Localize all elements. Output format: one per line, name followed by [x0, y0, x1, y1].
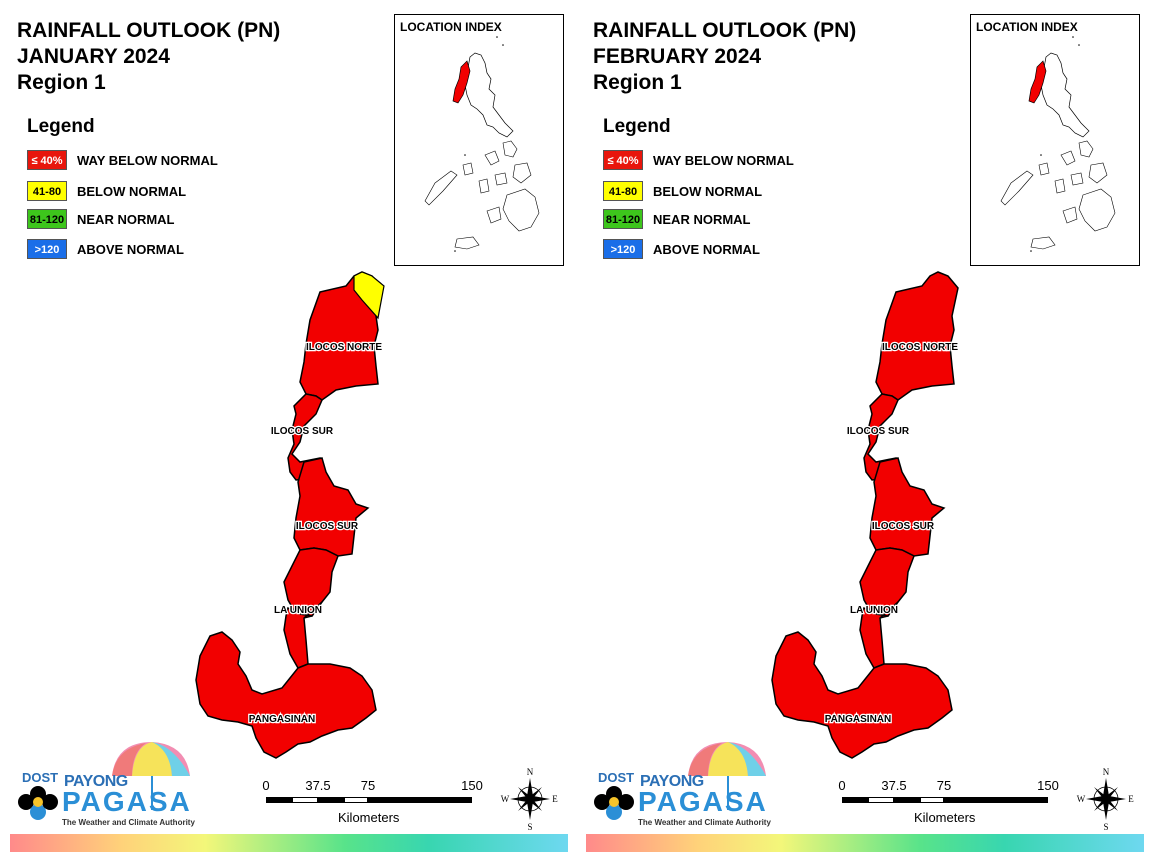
scale-tick: 150	[461, 778, 483, 793]
svg-text:E: E	[552, 794, 558, 804]
logo-tagline: The Weather and Climate Authority	[62, 818, 195, 827]
title-line-3: Region 1	[593, 71, 682, 94]
scale-tick: 0	[838, 778, 846, 793]
svg-text:E: E	[1128, 794, 1134, 804]
svg-text:N: N	[1103, 767, 1110, 777]
legend-label: BELOW NORMAL	[77, 184, 187, 199]
region-1-rainfall-map: ILOCOS NORTE ILOCOS SUR ILOCOS SUR LA UN…	[195, 271, 385, 759]
province-pangasinan	[195, 631, 377, 759]
legend-swatch: ≤ 40%	[603, 150, 643, 170]
scale-bar: 0 37.5 75 150 Kilometers	[838, 778, 1062, 828]
logo-payong-text: PAYONG	[640, 773, 704, 790]
province-label-ilocos-sur-2: ILOCOS SUR	[296, 521, 359, 532]
legend-swatch: ≤ 40%	[27, 150, 67, 170]
legend-label: NEAR NORMAL	[653, 212, 751, 227]
province-ilocos-sur	[869, 457, 946, 557]
compass-rose-icon: N S W E	[500, 766, 560, 832]
province-label-ilocos-norte: ILOCOS NORTE	[882, 342, 958, 353]
logo-payong-text: PAYONG	[64, 773, 128, 790]
scale-unit-label: Kilometers	[914, 810, 976, 825]
location-index-inset: LOCATION INDEX	[394, 14, 564, 266]
title-line-1: RAINFALL OUTLOOK (PN)	[17, 19, 281, 42]
footer-gradient-bar	[10, 834, 568, 852]
province-label-ilocos-sur-2: ILOCOS SUR	[872, 521, 935, 532]
scale-bar: 0 37.5 75 150 Kilometers	[262, 778, 486, 828]
title-line-3: Region 1	[17, 71, 106, 94]
scale-unit-label: Kilometers	[338, 810, 400, 825]
scale-tick: 150	[1037, 778, 1059, 793]
legend-swatch: 81-120	[27, 209, 67, 229]
legend-title: Legend	[603, 116, 671, 137]
map-title: RAINFALL OUTLOOK (PN) JANUARY 2024 Regio…	[17, 18, 280, 96]
svg-text:S: S	[1103, 822, 1108, 832]
legend-label: ABOVE NORMAL	[77, 242, 184, 257]
svg-text:W: W	[1077, 794, 1086, 804]
title-line-2: JANUARY 2024	[17, 45, 170, 68]
legend-label: ABOVE NORMAL	[653, 242, 760, 257]
scale-tick: 37.5	[881, 778, 907, 793]
title-line-1: RAINFALL OUTLOOK (PN)	[593, 19, 857, 42]
province-ilocos-norte	[875, 271, 959, 401]
scale-tick: 75	[936, 778, 952, 793]
province-pangasinan	[771, 631, 953, 759]
outlook-panel-february: RAINFALL OUTLOOK (PN) FEBRUARY 2024 Regi…	[576, 0, 1152, 864]
inset-title: LOCATION INDEX	[976, 20, 1078, 34]
svg-text:W: W	[501, 794, 510, 804]
legend-label: BELOW NORMAL	[653, 184, 763, 199]
payong-pagasa-logo: DOST PAYONG PAGASA The Weather and Clima…	[16, 740, 196, 832]
province-la-union-south	[283, 601, 323, 669]
philippines-outline-map	[424, 36, 540, 252]
philippines-outline-map	[1000, 36, 1116, 252]
compass-rose-icon: N S W E	[1076, 766, 1136, 832]
legend-title: Legend	[27, 116, 95, 137]
province-label-la-union: LA UNION	[850, 605, 898, 616]
payong-pagasa-logo: DOST PAYONG PAGASA The Weather and Clima…	[592, 740, 772, 832]
umbrella-icon	[594, 742, 766, 820]
region-1-rainfall-map: ILOCOS NORTE ILOCOS SUR ILOCOS SUR LA UN…	[771, 271, 960, 759]
logo-pagasa-text: PAGASA	[62, 786, 192, 817]
logo-pagasa-text: PAGASA	[638, 786, 768, 817]
legend-label: WAY BELOW NORMAL	[653, 153, 794, 168]
outlook-panel-january: RAINFALL OUTLOOK (PN) JANUARY 2024 Regio…	[10, 14, 568, 852]
legend-label: WAY BELOW NORMAL	[77, 153, 218, 168]
scale-tick: 37.5	[305, 778, 331, 793]
province-label-pangasinan: PANGASINAN	[825, 714, 891, 725]
svg-text:N: N	[527, 767, 534, 777]
title-line-2: FEBRUARY 2024	[593, 45, 762, 68]
inset-title: LOCATION INDEX	[400, 20, 502, 34]
svg-text:S: S	[527, 822, 532, 832]
legend-label: NEAR NORMAL	[77, 212, 175, 227]
province-la-union-south	[859, 601, 899, 669]
umbrella-icon	[18, 742, 190, 820]
legend-swatch: 41-80	[27, 181, 67, 201]
province-label-ilocos-sur-1: ILOCOS SUR	[847, 426, 910, 437]
location-index-inset: LOCATION INDEX	[970, 14, 1140, 266]
province-label-la-union: LA UNION	[274, 605, 322, 616]
legend-swatch: >120	[603, 239, 643, 259]
legend-swatch: 81-120	[603, 209, 643, 229]
province-label-ilocos-sur-1: ILOCOS SUR	[271, 426, 334, 437]
scale-tick: 75	[360, 778, 376, 793]
province-label-pangasinan: PANGASINAN	[249, 714, 315, 725]
legend-swatch: >120	[27, 239, 67, 259]
map-title: RAINFALL OUTLOOK (PN) FEBRUARY 2024 Regi…	[593, 18, 856, 96]
below-normal-area	[353, 271, 385, 320]
province-ilocos-sur	[293, 457, 370, 557]
scale-tick: 0	[262, 778, 270, 793]
province-label-ilocos-norte: ILOCOS NORTE	[306, 342, 382, 353]
logo-dost-text: DOST	[22, 770, 59, 785]
footer-gradient-bar	[586, 834, 1144, 852]
legend-swatch: 41-80	[603, 181, 643, 201]
logo-dost-text: DOST	[598, 770, 635, 785]
logo-tagline: The Weather and Climate Authority	[638, 818, 771, 827]
